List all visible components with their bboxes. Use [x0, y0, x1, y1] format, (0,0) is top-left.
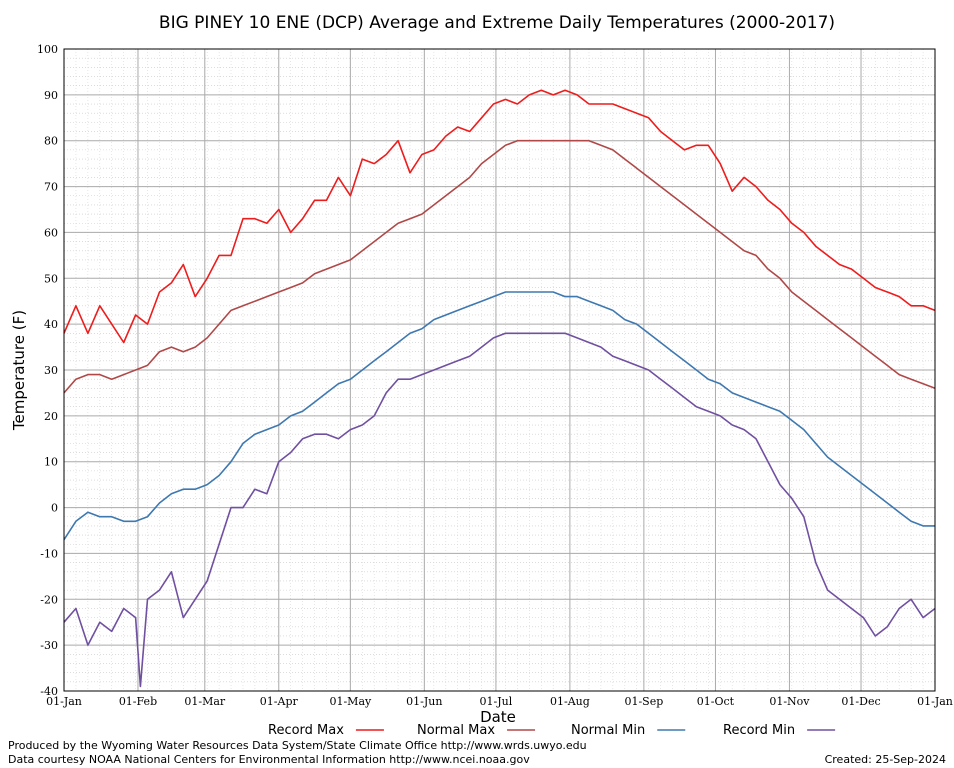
series-line-record-min [63, 332, 936, 688]
legend-label: Normal Min [571, 723, 645, 738]
x-tick-label: 01-Feb [119, 695, 157, 708]
footer-created: Created: 25-Sep-2024 [825, 753, 946, 766]
plot-grid [63, 48, 936, 692]
x-tick-label: 01-Jan [46, 695, 82, 708]
x-tick-label: 01-Nov [769, 695, 810, 708]
series-line-normal-min [63, 291, 935, 541]
series-line-record-max [63, 89, 936, 344]
x-tick-label: 01-Jan [917, 695, 953, 708]
x-tick-label: 01-Oct [697, 695, 735, 708]
series-line-normal-max [63, 139, 936, 394]
axis-ticks: -40 -30 -20 -10 0 10 20 30 40 50 60 70 80 90 100 01-Jan… [37, 43, 953, 708]
y-tick-label: 90 [44, 89, 58, 102]
chart-title: BIG PINEY 10 ENE (DCP) Average and Extre… [159, 13, 835, 33]
x-tick-label: 01-Aug [550, 695, 590, 708]
y-tick-label: 60 [44, 226, 58, 239]
legend-label: Record Min [723, 723, 795, 738]
x-tick-label: 01-Mar [184, 695, 226, 708]
y-tick-label: 50 [44, 272, 58, 285]
legend-label: Record Max [268, 723, 344, 738]
footer-courtesy: Data courtesy NOAA National Centers for … [8, 753, 530, 766]
y-axis-label: Temperature (F) [10, 310, 28, 431]
y-tick-label: 100 [37, 43, 58, 56]
y-tick-label: 10 [44, 456, 58, 469]
y-tick-label: 80 [44, 135, 58, 148]
y-tick-label: -20 [40, 593, 58, 606]
legend-label: Normal Max [417, 723, 495, 738]
y-tick-label: -30 [40, 639, 58, 652]
y-tick-label: 40 [44, 318, 58, 331]
plot-series [63, 89, 936, 688]
y-tick-label: 20 [44, 410, 58, 423]
x-tick-label: 01-Dec [841, 695, 880, 708]
x-tick-label: 01-Jul [480, 695, 513, 708]
y-tick-label: 30 [44, 364, 58, 377]
legend: Record Max Normal Max Normal Min Record Min [268, 723, 836, 738]
footer-producer: Produced by the Wyoming Water Resources … [8, 739, 587, 752]
plot-frame [63, 48, 936, 692]
y-tick-label: -40 [40, 685, 58, 698]
x-axis-label: Date [480, 708, 516, 726]
x-tick-label: 01-May [329, 695, 372, 708]
y-tick-label: -10 [40, 547, 58, 560]
x-tick-label: 01-Jun [406, 695, 442, 708]
x-tick-label: 01-Apr [260, 695, 299, 708]
y-tick-label: 70 [44, 181, 58, 194]
y-tick-label: 0 [51, 502, 58, 515]
x-tick-label: 01-Sep [624, 695, 663, 708]
